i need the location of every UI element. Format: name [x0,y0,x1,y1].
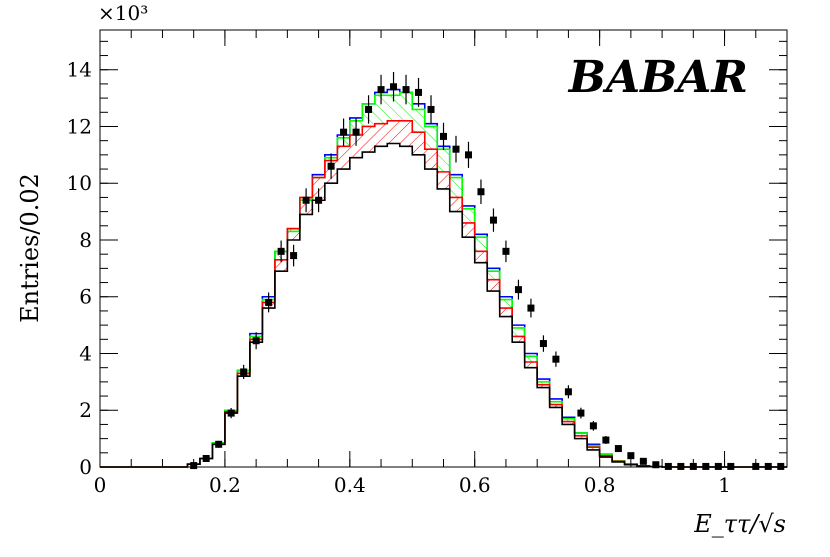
y-axis-title: Entries/0.02 [16,173,44,323]
data-point [277,247,285,255]
data-point [677,462,685,470]
data-point [727,462,735,470]
data-point [202,454,210,462]
data-point [390,83,398,91]
x-tick-label: 0.4 [334,473,366,497]
x-axis: 0 0.2 0.4 0.6 0.8 1 [94,30,788,497]
data-point [489,216,497,224]
data-point [602,436,610,444]
data-point [290,252,298,260]
data-point [527,304,535,312]
y-tick-label: 12 [67,114,92,138]
histogram-series-0 [100,142,787,468]
data-point [552,355,560,363]
x-tick-label: 0 [94,473,107,497]
data-point [215,440,223,448]
data-point [652,461,660,469]
y-tick-label: 0 [79,455,92,479]
y-tick-label: 6 [79,285,92,309]
data-point [577,409,585,417]
data-point [252,337,260,345]
data-point [714,462,722,470]
data-point [614,445,622,453]
data-point [240,368,248,376]
data-point [777,462,785,470]
data-point [227,409,235,417]
data-point [702,462,710,470]
x-tick-label: 0.6 [459,473,491,497]
x-tick-label: 0.2 [209,473,241,497]
data-point [402,86,410,94]
data-point [352,128,360,136]
data-point [627,452,635,460]
data-point [365,105,373,113]
data-point [452,145,460,153]
x-axis-title: E_ττ/√s [693,510,786,538]
systematic-bands [100,92,787,468]
data-point [440,132,447,140]
data-point [377,86,385,94]
y-tick-label: 2 [79,398,92,422]
data-points [190,71,785,470]
data-point [427,105,435,113]
y-tick-label: 10 [67,171,92,195]
data-point [464,151,472,159]
data-point [589,422,597,430]
x-tick-label: 0.8 [584,473,616,497]
y-tick-label: 4 [79,341,92,365]
data-point [340,128,348,136]
y-tick-label: 8 [79,228,92,252]
data-point [327,162,335,170]
green-hatched-band [100,92,787,468]
data-point [764,462,772,470]
x-tick-label: 1 [718,473,731,497]
data-point [502,247,510,255]
data-point [564,388,572,396]
data-point [477,188,485,196]
data-point [639,457,647,465]
red-hatched-band [100,120,787,467]
data-point [514,286,522,294]
babar-logo: BABAR [567,52,748,103]
data-point [415,88,423,96]
data-point [315,196,323,204]
data-point [302,196,310,204]
y-tick-label: 14 [67,58,92,82]
y-multiplier: ×10³ [98,1,148,25]
y-axis: 0 2 4 6 8 10 12 14 [67,40,787,479]
data-point [664,462,672,470]
data-point [539,340,547,348]
data-point [265,298,273,306]
